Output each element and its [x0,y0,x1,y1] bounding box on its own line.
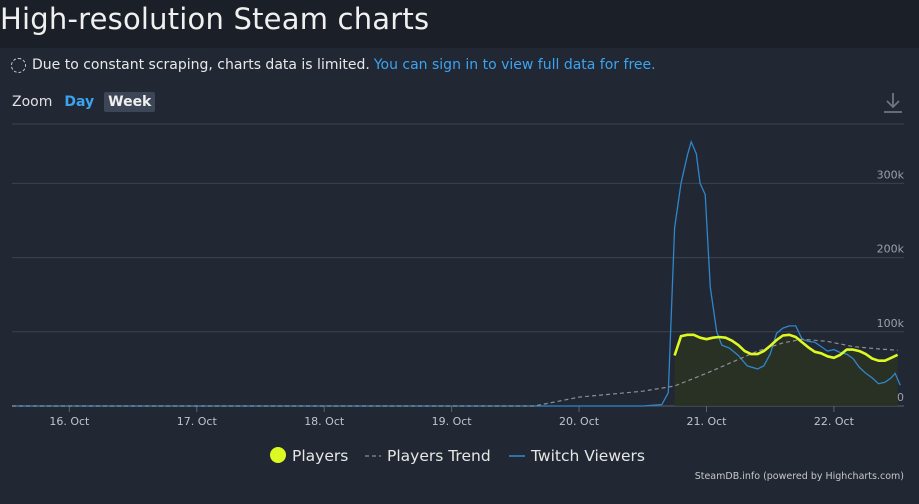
twitch-viewers-line [12,139,901,407]
notice-text: Due to constant scraping, charts data is… [32,57,370,73]
players-trend-line [12,338,898,407]
y-tick-label: 0 [897,391,904,404]
chart-credit: SteamDB.info (powered by Highcharts.com) [694,471,904,482]
sign-in-link[interactable]: You can sign in to view full data for fr… [373,57,656,73]
players-line [673,333,899,362]
x-tick-label: 19. Oct [432,415,473,428]
x-tick-label: 22. Oct [814,415,855,428]
y-tick-label: 300k [877,168,905,181]
zoom-week-button[interactable]: Week [104,92,156,112]
y-tick-label: 200k [877,243,905,256]
x-tick-label: 20. Oct [559,415,600,428]
x-tick-label: 17. Oct [177,415,218,428]
loading-circle-icon [11,57,26,73]
download-icon[interactable] [882,91,904,115]
scraping-notice: Due to constant scraping, charts data is… [11,57,656,73]
legend-label[interactable]: Players [292,447,348,465]
zoom-label: Zoom [12,94,53,110]
page-title: High-resolution Steam charts [0,2,430,36]
zoom-bar: Zoom Day Week [12,92,161,112]
legend-label[interactable]: Twitch Viewers [530,447,645,465]
players-area [674,334,898,406]
y-tick-label: 100k [877,317,905,330]
legend-label[interactable]: Players Trend [387,447,491,465]
x-tick-label: 16. Oct [49,415,90,428]
x-tick-label: 21. Oct [686,415,727,428]
x-tick-label: 18. Oct [304,415,345,428]
legend-symbol-players [270,447,286,463]
zoom-day-button[interactable]: Day [64,94,95,110]
